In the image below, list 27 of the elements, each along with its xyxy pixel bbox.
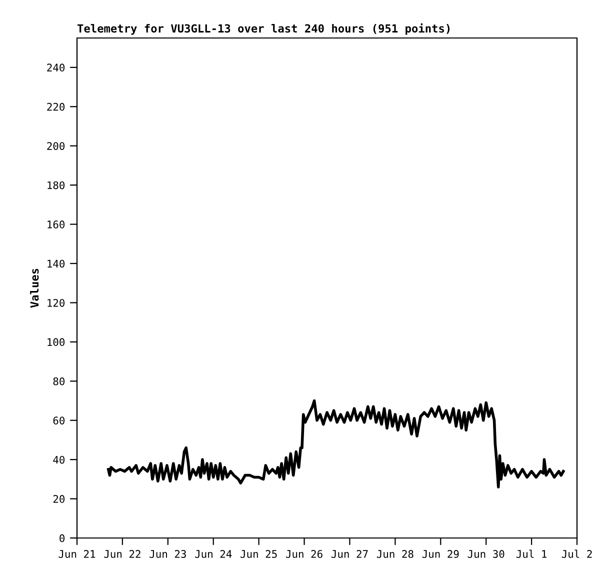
y-tick-label: 200 xyxy=(47,142,65,150)
x-tick-label: Jun 25 xyxy=(240,550,277,558)
y-tick-label: 0 xyxy=(60,534,65,542)
y-axis-title: Values xyxy=(30,268,39,308)
x-tick-label: Jun 30 xyxy=(468,550,504,558)
x-tick-label: Jun 22 xyxy=(104,550,140,558)
y-tick-label: 180 xyxy=(48,181,65,190)
x-tick-label: Jun 29 xyxy=(422,550,459,558)
x-tick-label: Jun 21 xyxy=(58,550,96,558)
y-tick-label: 160 xyxy=(48,220,65,228)
y-tick-label: 220 xyxy=(47,102,65,111)
x-tick-label: Jun 27 xyxy=(331,550,368,558)
x-tick-label: Jun 28 xyxy=(376,550,414,558)
y-tick-label: 40 xyxy=(53,456,65,464)
y-tick-label: 240 xyxy=(47,64,65,72)
y-tick-label: 80 xyxy=(53,377,65,386)
chart-title: Telemetry for VU3GLL-13 over last 240 hours (951 points) xyxy=(77,23,450,35)
x-tick-label: Jun 23 xyxy=(150,550,186,558)
y-tick-label: 60 xyxy=(53,416,65,424)
y-tick-label: 20 xyxy=(53,495,65,503)
x-tick-label: Jun 26 xyxy=(286,550,322,558)
x-tick-label: Jul 2 xyxy=(562,550,592,558)
y-tick-label: 100 xyxy=(48,338,65,346)
x-tick-label: Jul 1 xyxy=(516,550,547,558)
x-tick-label: Jun 24 xyxy=(195,550,232,558)
y-tick-label: 120 xyxy=(48,298,65,307)
y-tick-label: 140 xyxy=(48,260,65,268)
